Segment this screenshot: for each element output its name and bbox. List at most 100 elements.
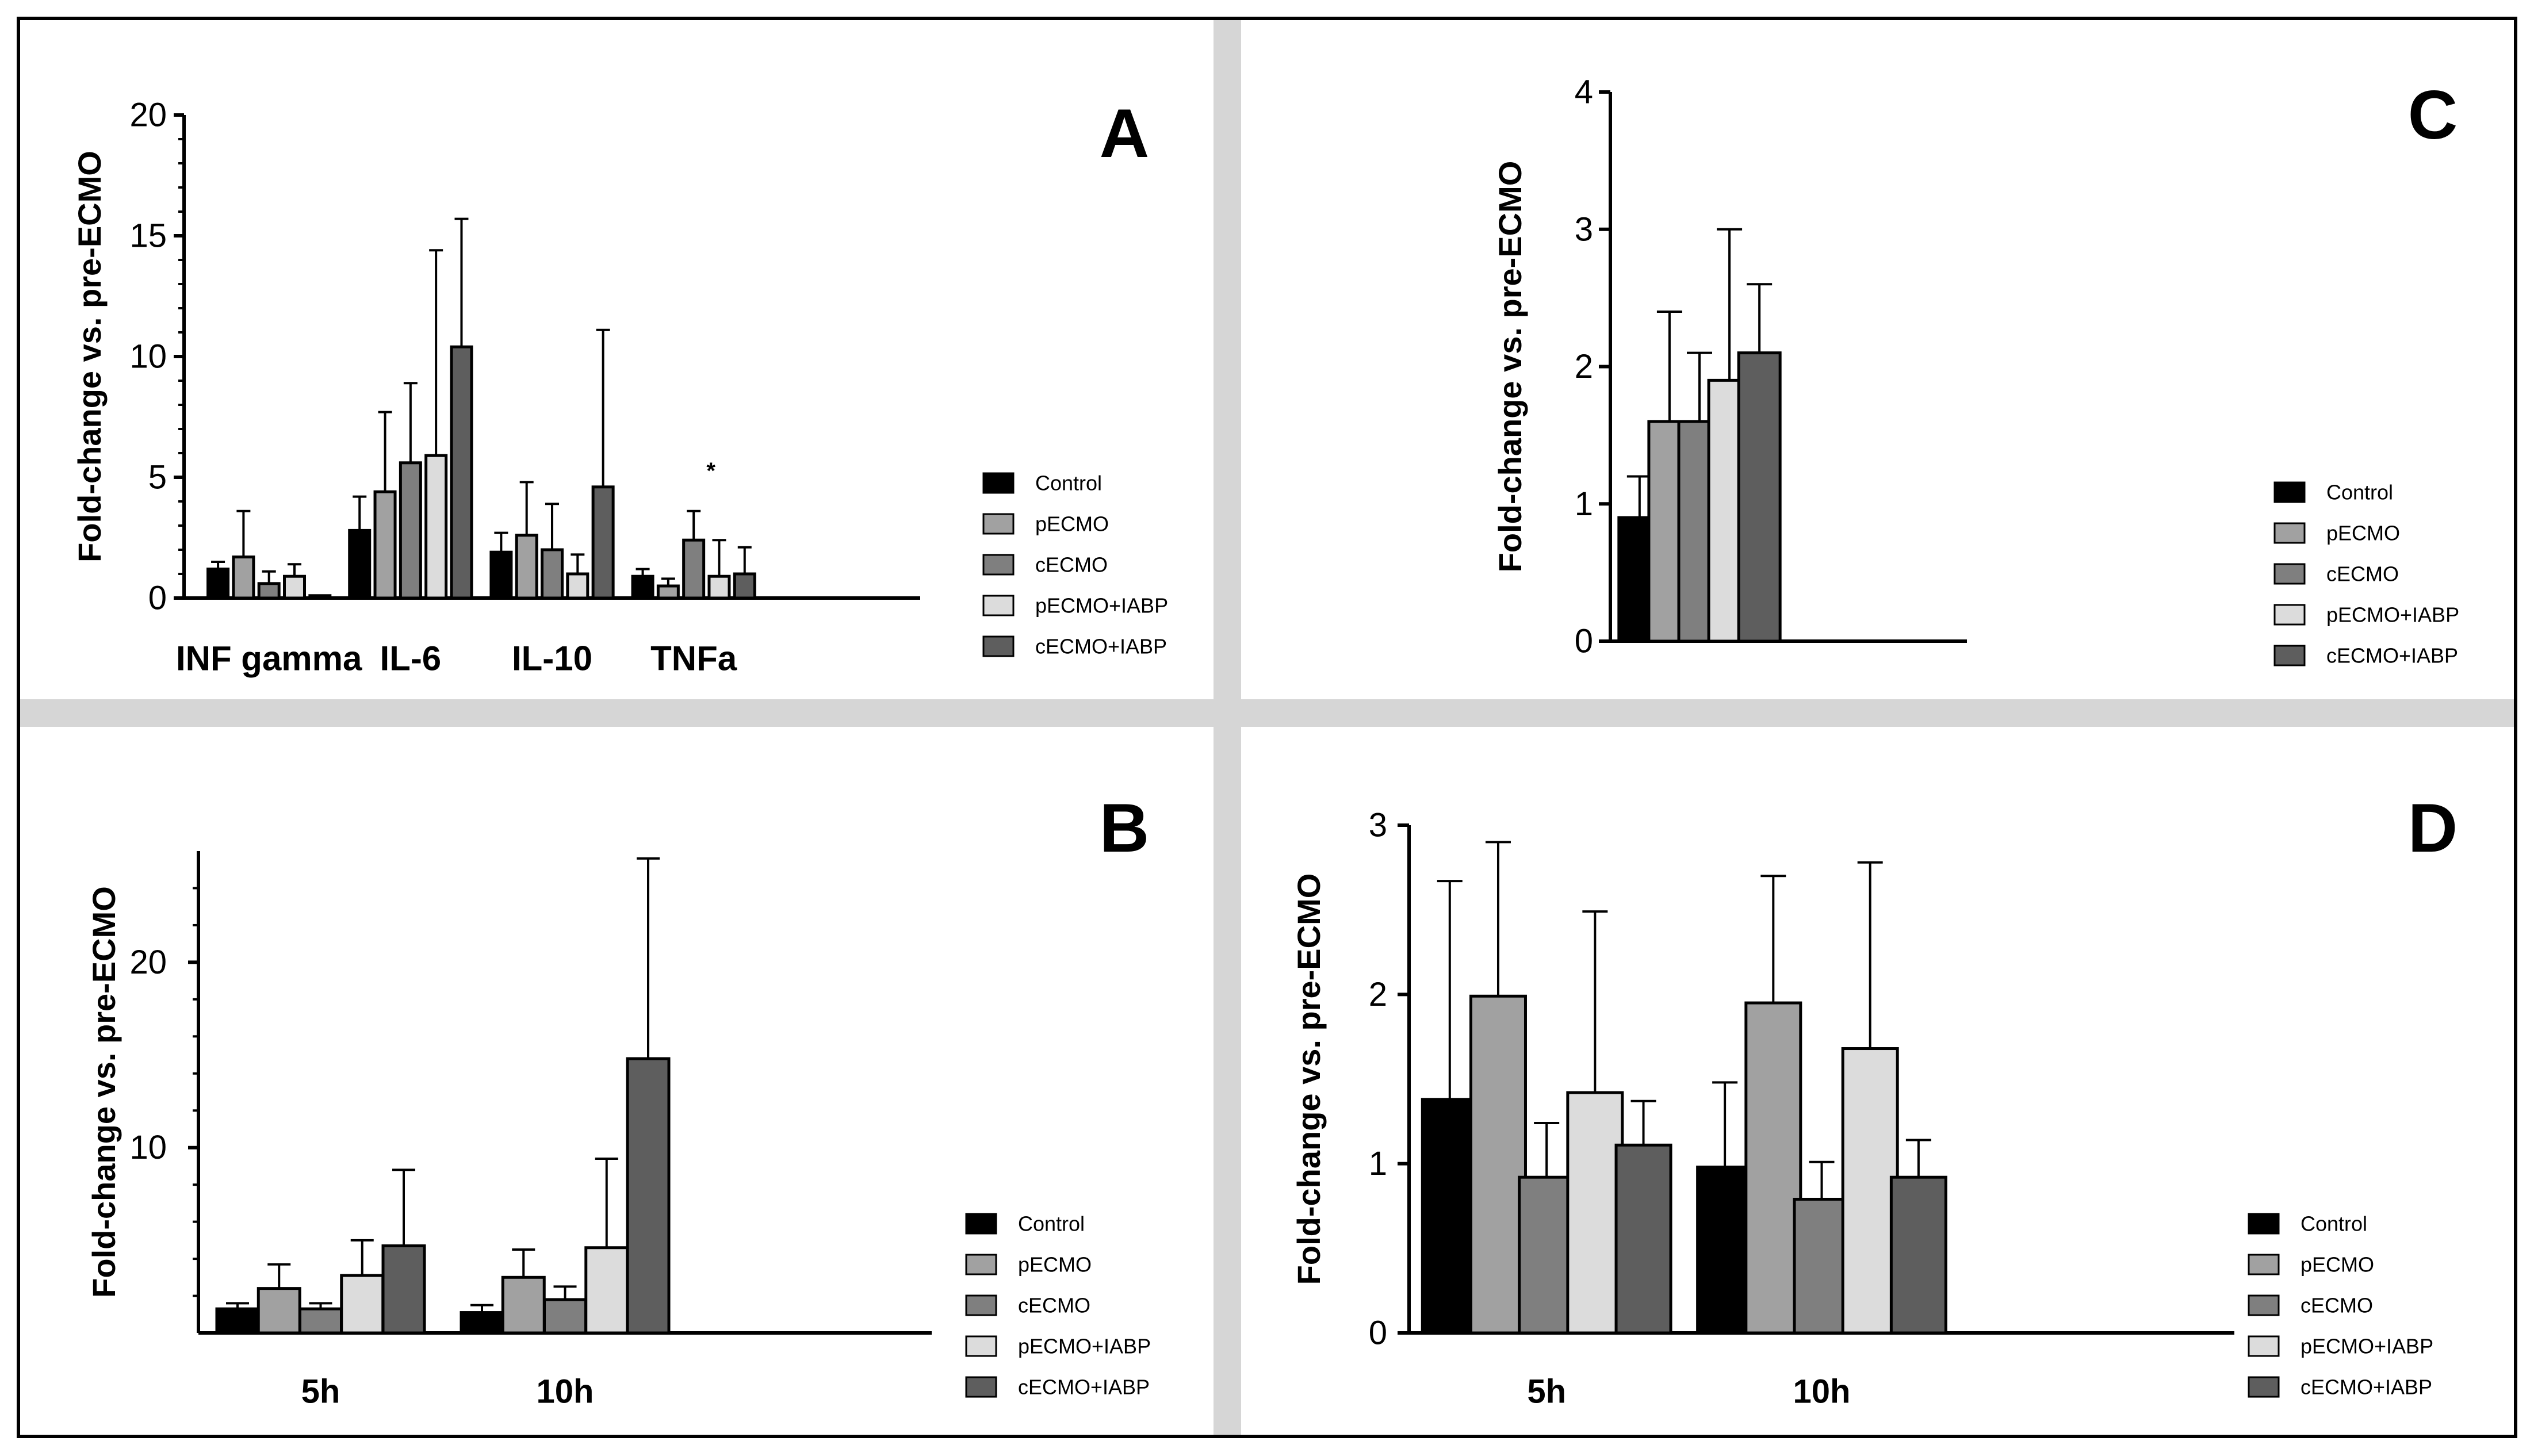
legend-swatch-cecmo-iabp bbox=[965, 1376, 997, 1398]
legend-label: cECMO bbox=[2300, 1294, 2373, 1317]
y-tick-label: 2 bbox=[1575, 348, 1593, 385]
legend-swatch-pecmo bbox=[2248, 1254, 2280, 1275]
y-axis-label: Fold-change vs. pre-ECMO bbox=[1492, 161, 1528, 573]
legend-swatch-cecmo-iabp bbox=[982, 635, 1015, 657]
y-tick-label: 4 bbox=[1575, 74, 1593, 111]
legend-label: pECMO bbox=[1035, 512, 1109, 536]
panel-label: A bbox=[1100, 95, 1150, 172]
y-tick-label: 10 bbox=[129, 1129, 167, 1166]
legend-swatch-pecmo bbox=[965, 1254, 997, 1275]
legend-label: pECMO bbox=[2326, 522, 2400, 545]
bar-d-cecmo-0 bbox=[1518, 1175, 1576, 1335]
bar-a-pecmo-iabp-0 bbox=[283, 574, 306, 600]
panel-d: D Fold-change vs. pre-ECMO 0 1 2 3 5h 10h Contro… bbox=[1291, 790, 2458, 1411]
bar-a-pecmo-0 bbox=[232, 555, 255, 600]
bar-a-pecmo-iabp-1 bbox=[424, 454, 448, 600]
bar-d-control-1 bbox=[1696, 1166, 1754, 1335]
bar-a-cecmo-0 bbox=[257, 582, 281, 600]
legend-label: pECMO+IABP bbox=[2300, 1335, 2433, 1358]
bar-a-cecmo-iabp-2 bbox=[591, 485, 615, 600]
legend-label: cECMO bbox=[1035, 553, 1108, 577]
significance-marker: * bbox=[706, 458, 715, 484]
legend-label: pECMO bbox=[2300, 1253, 2374, 1277]
x-category-label: IL-10 bbox=[512, 639, 592, 678]
y-tick-label: 3 bbox=[1369, 807, 1387, 844]
bar-a-control-3 bbox=[631, 574, 654, 600]
bar-b-pecmo-0 bbox=[257, 1287, 301, 1335]
bar-a-pecmo-2 bbox=[515, 534, 538, 600]
panel-b: B Fold-change vs. pre-ECMO 10 20 5h 10h Contro… bbox=[86, 790, 1151, 1411]
vertical-divider bbox=[1214, 17, 1241, 1438]
bar-b-control-1 bbox=[460, 1311, 504, 1335]
panel-label: D bbox=[2408, 790, 2458, 867]
y-tick-label: 1 bbox=[1369, 1145, 1387, 1182]
legend-label: Control bbox=[1018, 1212, 1085, 1236]
bar-b-pecmo-1 bbox=[501, 1275, 546, 1335]
bar-d-cecmo-iabp-1 bbox=[1889, 1175, 1947, 1335]
bar-a-pecmo-iabp-2 bbox=[566, 572, 590, 600]
bar-a-control-1 bbox=[348, 528, 372, 600]
legend-swatch-pecmo-iabp bbox=[965, 1335, 997, 1357]
bar-a-cecmo-1 bbox=[399, 461, 422, 600]
bar-b-cecmo-1 bbox=[543, 1298, 587, 1335]
bar-a-pecmo-1 bbox=[373, 490, 397, 600]
bar-d-pecmo-0 bbox=[1469, 994, 1527, 1335]
legend-swatch-control bbox=[2248, 1213, 2280, 1235]
bar-d-cecmo-iabp-0 bbox=[1614, 1143, 1672, 1335]
legend-swatch-cecmo bbox=[982, 554, 1015, 576]
legend-swatch-pecmo bbox=[982, 513, 1015, 535]
x-category-label: 5h bbox=[1527, 1373, 1566, 1411]
y-tick-label: 0 bbox=[1575, 623, 1593, 660]
bar-a-cecmo-iabp-1 bbox=[450, 345, 473, 600]
legend-label: pECMO bbox=[1018, 1253, 1092, 1277]
y-tick-label: 0 bbox=[148, 580, 167, 617]
bar-c-cecmo-iabp-0 bbox=[1737, 351, 1782, 643]
x-category-label: 10h bbox=[537, 1373, 594, 1411]
panel-a: A Fold-change vs. pre-ECMO 0 5 10 15 20 INF gam… bbox=[71, 95, 1168, 678]
y-tick-label: 3 bbox=[1575, 210, 1593, 248]
y-tick-label: 10 bbox=[129, 338, 167, 376]
bar-d-cecmo-1 bbox=[1793, 1197, 1851, 1335]
y-tick-label: 2 bbox=[1369, 976, 1387, 1013]
x-category-label: INF gamma bbox=[176, 639, 362, 678]
legend-label: cECMO+IABP bbox=[1035, 635, 1167, 658]
x-category-label: IL-6 bbox=[380, 639, 442, 678]
panel-label: C bbox=[2408, 76, 2458, 154]
bar-b-cecmo-0 bbox=[298, 1307, 343, 1335]
bar-a-pecmo-iabp-3 bbox=[707, 574, 731, 600]
bar-b-pecmo-iabp-0 bbox=[340, 1274, 385, 1335]
legend-swatch-pecmo-iabp bbox=[2273, 604, 2306, 626]
legend-label: Control bbox=[2326, 481, 2393, 504]
legend-swatch-pecmo-iabp bbox=[982, 595, 1015, 616]
bar-b-pecmo-iabp-1 bbox=[584, 1246, 629, 1335]
legend-label: pECMO+IABP bbox=[2326, 603, 2459, 627]
legend-label: Control bbox=[1035, 472, 1102, 495]
legend-label: cECMO bbox=[2326, 562, 2399, 586]
bar-b-cecmo-iabp-0 bbox=[381, 1244, 426, 1335]
legend-swatch-cecmo bbox=[965, 1294, 997, 1316]
bar-b-cecmo-iabp-1 bbox=[626, 1057, 671, 1335]
legend-label: Control bbox=[2300, 1212, 2367, 1236]
legend-label: cECMO+IABP bbox=[2326, 644, 2458, 668]
legend-swatch-pecmo bbox=[2273, 522, 2306, 544]
y-tick-label: 0 bbox=[1369, 1315, 1387, 1352]
bar-a-control-0 bbox=[206, 568, 230, 600]
horizontal-divider bbox=[17, 699, 2517, 727]
legend-label: cECMO bbox=[1018, 1294, 1090, 1317]
legend-swatch-pecmo-iabp bbox=[2248, 1335, 2280, 1357]
bar-a-cecmo-3 bbox=[682, 538, 706, 600]
legend-label: cECMO+IABP bbox=[1018, 1375, 1150, 1399]
legend-swatch-control bbox=[982, 472, 1015, 494]
bar-a-cecmo-iabp-3 bbox=[733, 572, 756, 600]
legend-swatch-cecmo-iabp bbox=[2273, 645, 2306, 666]
y-tick-label: 15 bbox=[129, 217, 167, 255]
y-tick-label: 5 bbox=[148, 459, 167, 496]
panel-label: B bbox=[1100, 790, 1150, 867]
bar-b-control-0 bbox=[215, 1307, 260, 1335]
legend-swatch-cecmo-iabp bbox=[2248, 1376, 2280, 1398]
bar-a-control-2 bbox=[489, 550, 513, 600]
y-tick-label: 1 bbox=[1575, 485, 1593, 523]
